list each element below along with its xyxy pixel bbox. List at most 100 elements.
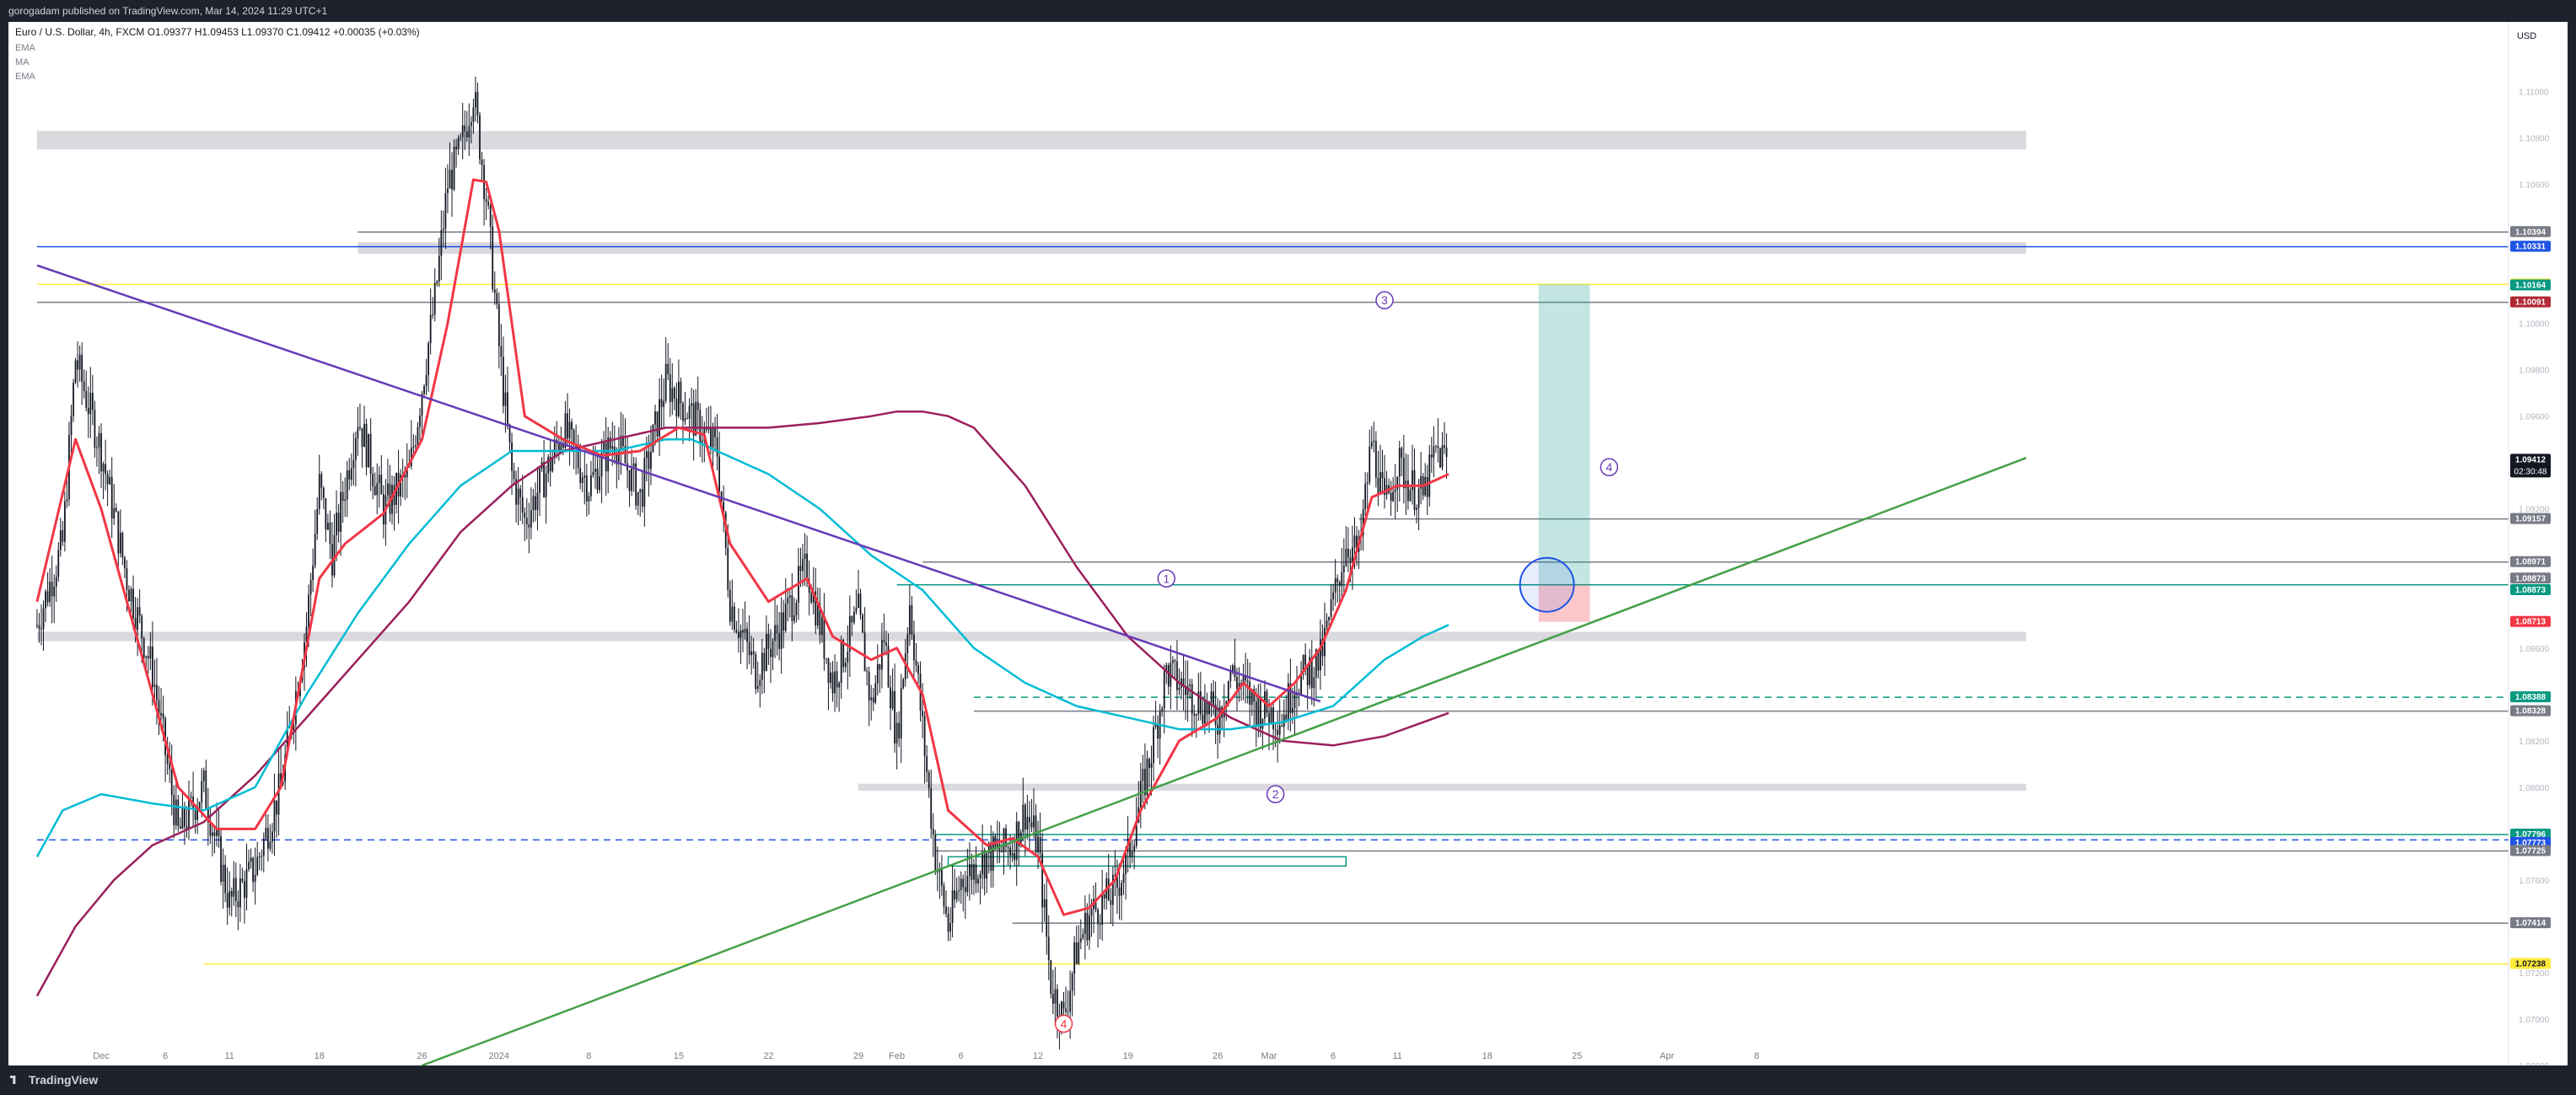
candle-body: [489, 205, 492, 227]
candle-body: [369, 433, 372, 475]
candle-body: [1231, 665, 1234, 672]
candle-body: [55, 577, 57, 587]
candle-body: [659, 399, 660, 437]
candle-body: [535, 496, 536, 511]
candle-body: [707, 427, 710, 430]
candle-body: [742, 630, 744, 633]
price-tag-bg-15: [2510, 845, 2551, 856]
candle-body: [635, 463, 637, 506]
candle-body: [1075, 942, 1078, 964]
candle-body: [419, 415, 421, 427]
candle-body: [1146, 759, 1148, 796]
candle-body: [502, 357, 504, 406]
candle-body: [782, 612, 785, 631]
candle-body: [400, 475, 402, 497]
candle-body: [887, 645, 890, 688]
candle-body: [1412, 470, 1413, 491]
candle-body: [810, 593, 813, 603]
candle-body: [77, 360, 78, 370]
ma-line: [35, 437, 1449, 858]
candle-body: [806, 553, 808, 580]
publish-info: gorogadam published on TradingView.com, …: [8, 5, 328, 17]
wave-circle-0: [1157, 569, 1176, 588]
candle-body: [83, 381, 85, 392]
candle-body: [812, 591, 815, 603]
candle-body: [1199, 691, 1202, 715]
price-tag-3: 1.10164: [2515, 282, 2546, 291]
candle-body: [838, 683, 841, 688]
wave-circle-3: [1054, 1014, 1073, 1033]
candle-body: [277, 773, 280, 815]
candle-body: [81, 354, 83, 382]
candle-body: [1370, 442, 1373, 447]
candle-body: [951, 890, 954, 924]
wave-label-2: 3: [1381, 293, 1388, 307]
candle-body: [1029, 817, 1030, 823]
candle-body: [1441, 445, 1444, 468]
candle-body: [562, 443, 564, 448]
candle-body: [1110, 900, 1112, 905]
candle-body: [1281, 725, 1283, 727]
candle-body: [770, 648, 772, 658]
candle-body: [476, 92, 479, 115]
candle-body: [1071, 974, 1073, 991]
candle-body: [588, 496, 590, 502]
candle-body: [772, 641, 774, 658]
price-tag-bg-12: [2510, 705, 2551, 717]
candle-body: [312, 565, 315, 581]
candle-body: [1439, 448, 1441, 468]
candle-body: [862, 615, 863, 633]
candle-body: [449, 169, 451, 189]
candle-body: [1268, 712, 1270, 724]
candle-body: [1061, 1001, 1062, 1027]
candle-body: [1197, 691, 1200, 714]
tradingview-logo[interactable]: TradingView: [10, 1073, 98, 1087]
candle-body: [879, 663, 881, 670]
candle-body: [579, 467, 582, 484]
candle-body: [158, 700, 160, 716]
candle-body: [1398, 448, 1401, 477]
candles: [36, 77, 1448, 1049]
candle-body: [151, 647, 153, 688]
candle-body: [941, 867, 943, 886]
candle-body: [1349, 557, 1352, 563]
candle-body: [585, 475, 588, 502]
candle-body: [179, 826, 181, 829]
candle-body: [979, 873, 981, 879]
x-tick-label-8: 22: [763, 1051, 773, 1061]
candle-body: [723, 502, 725, 513]
candle-body: [254, 874, 256, 883]
price-tag-6: 1.09157: [2515, 515, 2546, 524]
x-tick-label-13: 19: [1122, 1051, 1132, 1061]
candle-body: [1218, 706, 1221, 735]
plot-background: [8, 22, 2509, 1065]
candle-body: [868, 671, 870, 700]
candle-body: [234, 878, 237, 902]
candle-body: [671, 388, 674, 402]
candle-body: [966, 876, 969, 893]
y-tick-label: 1.11000: [2519, 89, 2549, 98]
candle-body: [244, 881, 245, 899]
candle-body: [784, 604, 787, 631]
y-tick-label: 1.09600: [2519, 413, 2550, 422]
candle-body: [870, 697, 873, 700]
candle-body: [691, 403, 693, 406]
candle-body: [650, 452, 652, 470]
candle-body: [611, 446, 614, 449]
candle-body: [1374, 440, 1377, 478]
candle-body: [1272, 707, 1274, 730]
candle-body: [465, 131, 468, 137]
candle-body: [755, 654, 757, 690]
candle-body: [577, 448, 579, 468]
candle-body: [530, 510, 532, 528]
candle-body: [922, 710, 923, 717]
candle-body: [265, 828, 267, 839]
candle-body: [507, 392, 508, 425]
candle-body: [250, 857, 252, 862]
candle-body: [1121, 883, 1122, 896]
candle-body: [603, 443, 605, 454]
candle-body: [928, 771, 930, 789]
price-tag-4: 1.10091: [2515, 298, 2546, 308]
candle-body: [66, 499, 68, 502]
